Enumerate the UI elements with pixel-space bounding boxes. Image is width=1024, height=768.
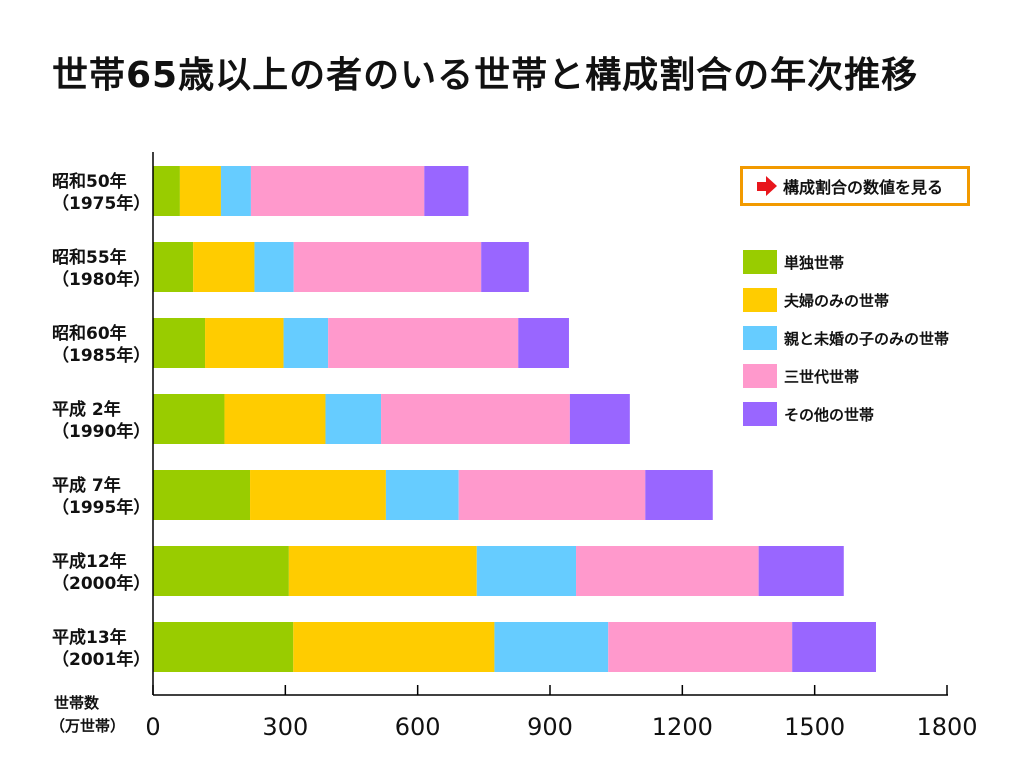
tick-labels: 0 300 600 900 1200 1500 1800 <box>145 713 977 741</box>
bar-segment-5-4 <box>758 546 844 596</box>
legend-swatch-2 <box>743 326 777 350</box>
category-sublabel-3: （1990年） <box>52 421 150 442</box>
category-sublabel-4: （1995年） <box>52 497 150 518</box>
bar-segment-3-0 <box>153 394 225 444</box>
x-tick-label-1: 300 <box>262 713 308 741</box>
bar-segment-6-2 <box>494 622 609 672</box>
bar-segment-4-2 <box>385 470 459 520</box>
category-sublabel-6: （2001年） <box>52 649 150 670</box>
x-tick-label-0: 0 <box>145 713 160 741</box>
bar-segment-5-1 <box>288 546 477 596</box>
category-label-3: 平成 2年 <box>52 399 121 420</box>
category-label-5: 平成12年 <box>52 551 127 572</box>
legend-label-3: 三世代世帯 <box>784 368 859 386</box>
axis-unit-line-2: （万世帯） <box>50 717 125 735</box>
bar-segment-0-0 <box>153 166 180 216</box>
bar-segment-2-4 <box>518 318 569 368</box>
category-sublabel-5: （2000年） <box>52 573 150 594</box>
bar-segment-6-0 <box>153 622 294 672</box>
bar-segment-3-3 <box>381 394 570 444</box>
red-arrow-icon <box>757 176 777 196</box>
bar-segment-3-1 <box>224 394 326 444</box>
legend-swatch-0 <box>743 250 777 274</box>
category-label-1: 昭和55年 <box>52 247 127 268</box>
category-label-2: 昭和60年 <box>52 323 127 344</box>
bar-segment-3-2 <box>325 394 382 444</box>
bar-segment-0-2 <box>220 166 251 216</box>
legend-swatch-3 <box>743 364 777 388</box>
bar-segment-4-4 <box>645 470 713 520</box>
bar-segment-5-2 <box>476 546 577 596</box>
bar-segment-5-3 <box>576 546 759 596</box>
category-label-6: 平成13年 <box>52 627 127 648</box>
bar-segment-6-4 <box>792 622 876 672</box>
bar-segment-0-3 <box>250 166 425 216</box>
x-tick-label-6: 1800 <box>916 713 977 741</box>
bar-segment-0-1 <box>179 166 221 216</box>
chart-title: 世帯65歳以上の者のいる世帯と構成割合の年次推移 <box>52 55 919 96</box>
category-sublabel-1: （1980年） <box>52 269 150 290</box>
x-tick-label-5: 1500 <box>784 713 845 741</box>
x-tick-label-4: 1200 <box>652 713 713 741</box>
category-sublabel-2: （1985年） <box>52 345 150 366</box>
legend-swatch-4 <box>743 402 777 426</box>
axis-unit-line-1: 世帯数 <box>54 694 100 712</box>
axes-group <box>152 152 948 696</box>
legend-label-0: 単独世帯 <box>784 254 844 272</box>
bar-segment-4-1 <box>250 470 386 520</box>
bar-segment-0-4 <box>424 166 469 216</box>
bar-segment-1-4 <box>481 242 529 292</box>
legend-label-1: 夫婦のみの世帯 <box>784 292 889 310</box>
bar-segment-6-1 <box>293 622 495 672</box>
x-tick-label-3: 900 <box>527 713 573 741</box>
category-label-4: 平成 7年 <box>52 475 121 496</box>
bar-segment-2-2 <box>283 318 329 368</box>
category-sublabel-0: （1975年） <box>52 193 150 214</box>
x-tick-label-2: 600 <box>395 713 441 741</box>
bar-segment-4-3 <box>458 470 646 520</box>
view-ratio-button[interactable]: 構成割合の数値を見る <box>740 166 970 206</box>
bars-group <box>153 166 876 672</box>
bar-segment-4-0 <box>153 470 251 520</box>
bar-segment-1-0 <box>153 242 194 292</box>
legend-label-4: その他の世帯 <box>784 406 874 424</box>
bar-segment-2-3 <box>328 318 519 368</box>
bar-segment-1-1 <box>193 242 255 292</box>
view-ratio-button-label: 構成割合の数値を見る <box>783 178 944 197</box>
bar-segment-1-3 <box>293 242 482 292</box>
legend-swatch-1 <box>743 288 777 312</box>
category-label-0: 昭和50年 <box>52 171 127 192</box>
bar-segment-2-1 <box>205 318 284 368</box>
bar-segment-2-0 <box>153 318 206 368</box>
category-labels: 昭和50年（1975年） 昭和55年（1980年） 昭和60年（1985年） 平成 2… <box>52 171 150 670</box>
bar-segment-6-3 <box>608 622 793 672</box>
bar-segment-3-4 <box>569 394 630 444</box>
legend-label-2: 親と未婚の子のみの世帯 <box>784 330 949 348</box>
bar-segment-5-0 <box>153 546 289 596</box>
bar-segment-1-2 <box>254 242 294 292</box>
